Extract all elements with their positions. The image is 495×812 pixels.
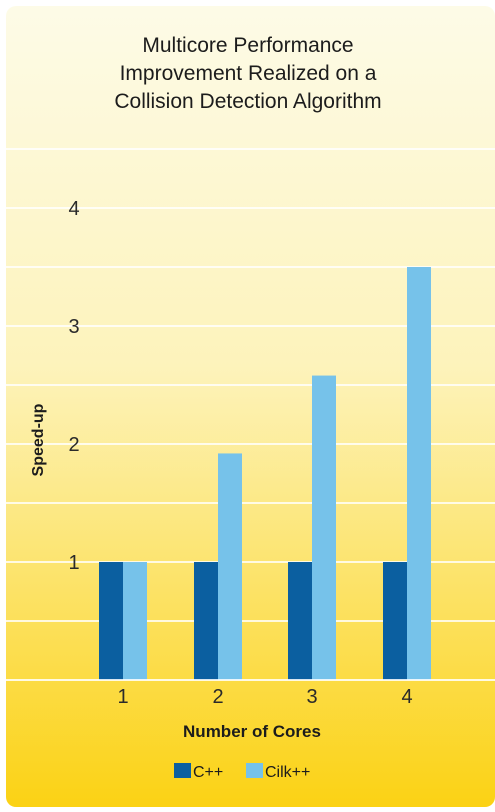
bar xyxy=(123,562,147,680)
bar xyxy=(194,562,218,680)
y-tick-label: 1 xyxy=(68,552,79,574)
y-tick-labels: 1 2 3 4 xyxy=(68,198,79,574)
legend-swatch xyxy=(174,763,191,778)
x-tick-label: 4 xyxy=(401,686,412,708)
y-axis-label: Speed-up xyxy=(30,403,47,476)
legend-label: C++ xyxy=(193,764,223,781)
y-tick-label: 2 xyxy=(68,434,79,456)
title-line-1: Multicore Performance xyxy=(142,34,353,57)
title-line-3: Collision Detection Algorithm xyxy=(114,90,381,113)
bar xyxy=(407,267,431,680)
x-axis-label: Number of Cores xyxy=(183,722,321,741)
title-line-2: Improvement Realized on a xyxy=(120,62,377,85)
bars xyxy=(99,267,431,680)
legend-label: Cilk++ xyxy=(265,764,310,781)
bar xyxy=(288,562,312,680)
legend: C++ Cilk++ xyxy=(174,763,310,781)
bar xyxy=(99,562,123,680)
y-tick-label: 3 xyxy=(68,316,79,338)
x-tick-label: 2 xyxy=(212,686,223,708)
legend-swatch xyxy=(246,763,263,778)
bar xyxy=(312,375,336,680)
x-tick-label: 3 xyxy=(306,686,317,708)
x-tick-label: 1 xyxy=(117,686,128,708)
y-tick-label: 4 xyxy=(68,198,79,220)
x-tick-labels: 1 2 3 4 xyxy=(117,686,412,708)
chart-title: Multicore Performance Improvement Realiz… xyxy=(114,34,381,113)
bar xyxy=(218,453,242,680)
bar xyxy=(383,562,407,680)
